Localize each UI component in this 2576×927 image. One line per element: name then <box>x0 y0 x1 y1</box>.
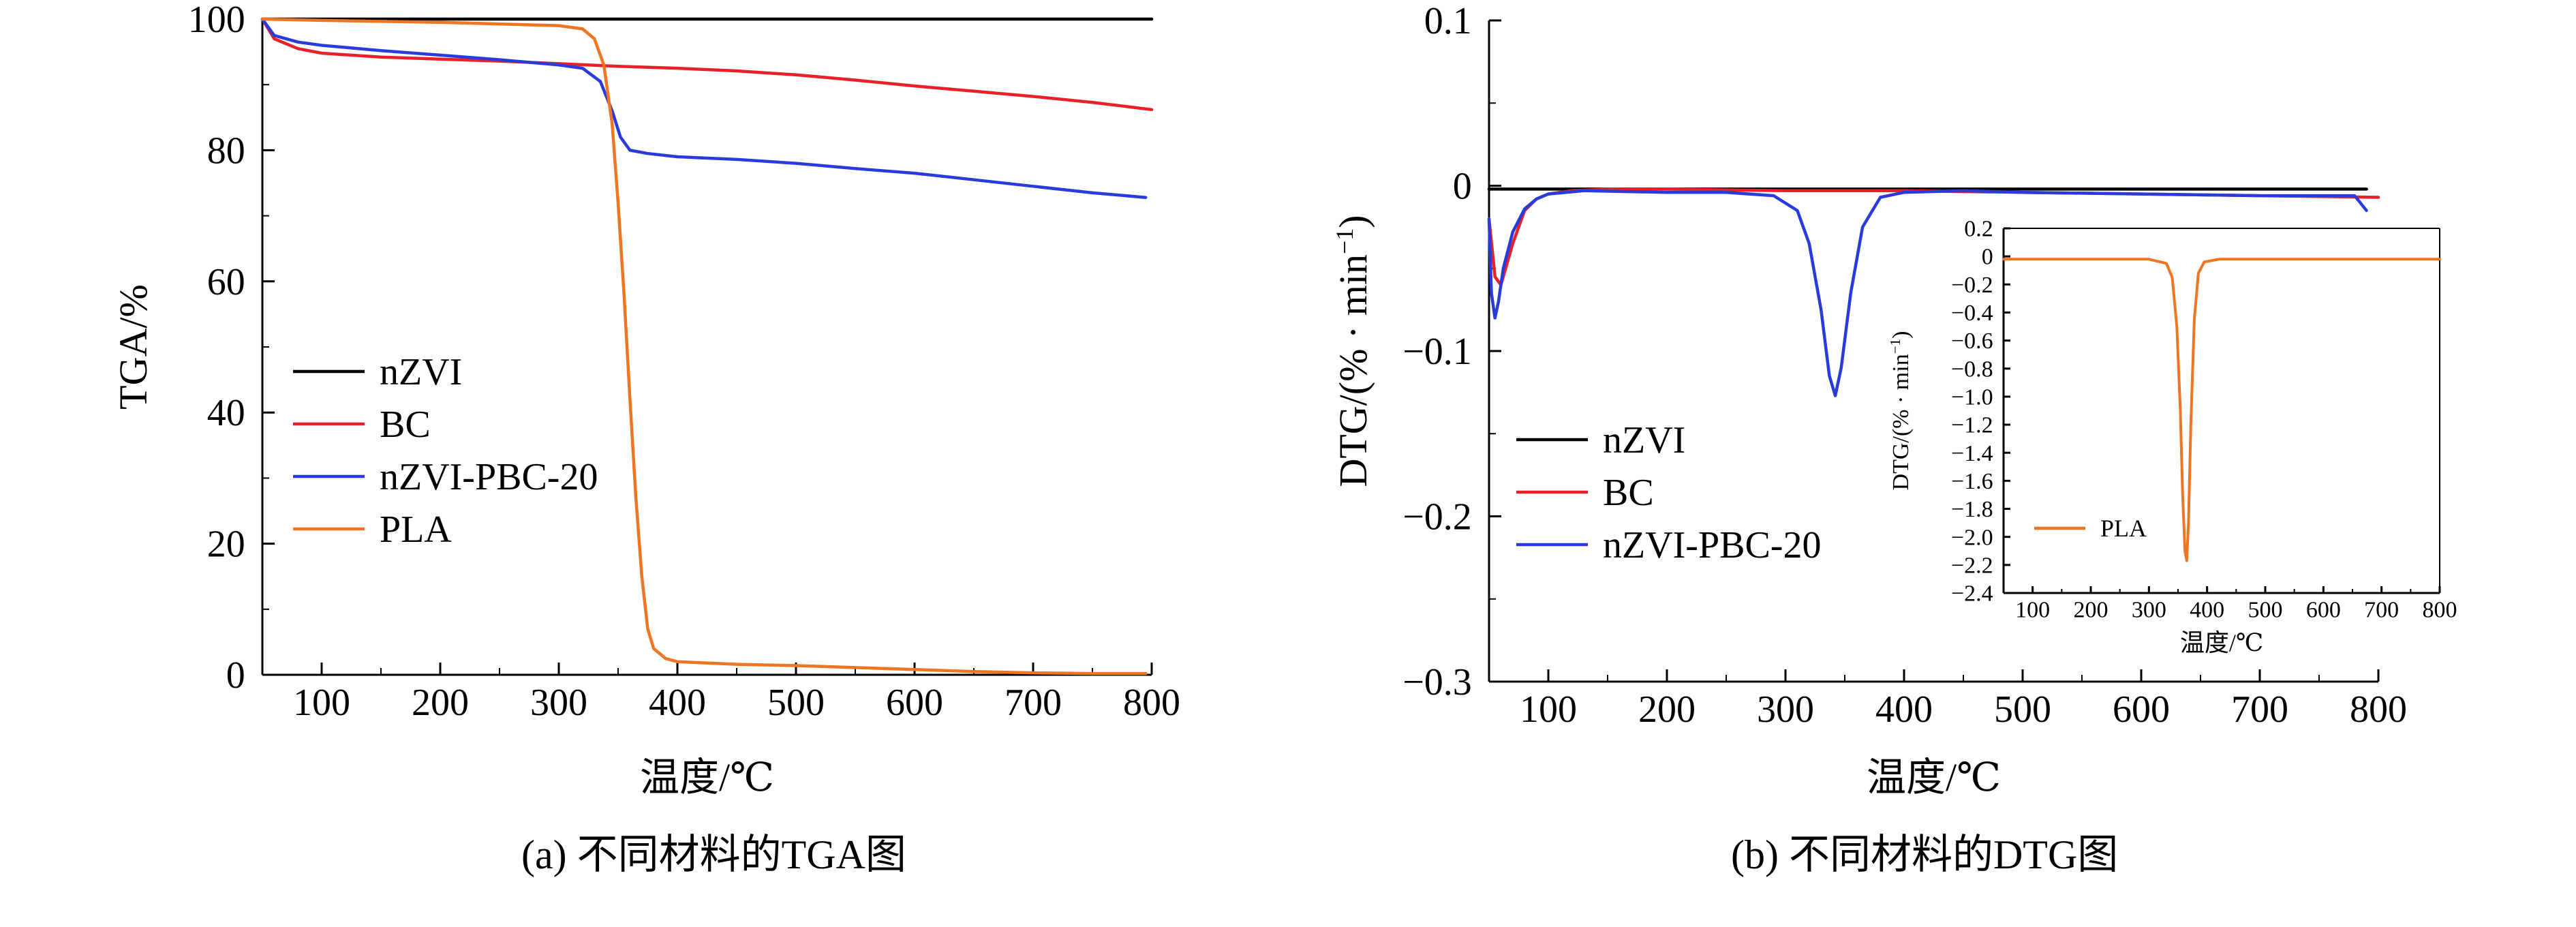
inset-y-tick-label: −2.4 <box>1951 581 1993 607</box>
dtg-legend-label: nZVI-PBC-20 <box>1603 524 1821 566</box>
inset-y-tick-label: −0.8 <box>1951 356 1993 382</box>
caption-dtg: (b) 不同材料的DTG图 <box>1731 832 2119 877</box>
inset-x-tick-label: 400 <box>2190 598 2224 623</box>
tga-y-tick-label: 0 <box>226 654 245 697</box>
tga-x-tick-label: 700 <box>1005 682 1062 724</box>
dtg-y-tick-label: −0.3 <box>1402 661 1472 703</box>
inset-y-axis-label: DTG/(% · min−1) <box>1887 331 1914 491</box>
inset-x-tick-label: 500 <box>2248 598 2283 623</box>
inset-legend-label: PLA <box>2100 515 2147 542</box>
inset-y-tick-label: −2.0 <box>1951 525 1993 550</box>
inset-y-tick-label: −1.8 <box>1951 497 1993 522</box>
inset-y-tick-label: −0.6 <box>1951 329 1993 354</box>
tga-x-tick-label: 800 <box>1123 682 1180 724</box>
dtg-legend: nZVI BC nZVI-PBC-20 <box>1516 419 1821 566</box>
dtg-y-tick-label: 0 <box>1453 166 1472 208</box>
tga-legend: nZVI BC nZVI-PBC-20 PLA <box>293 351 598 551</box>
inset-y-tick-label: −0.2 <box>1951 273 1993 298</box>
tga-y-tick-label: 100 <box>188 0 245 41</box>
inset-x-tick-label: 300 <box>2132 598 2166 623</box>
inset-y-tick-label: −2.2 <box>1951 553 1993 578</box>
dtg-x-tick-label: 600 <box>2113 688 2170 731</box>
dtg-x-tick-label: 300 <box>1757 688 1814 731</box>
tga-x-tick-label: 500 <box>767 682 825 724</box>
tga-legend-label: BC <box>380 404 431 446</box>
inset-x-tick-label: 600 <box>2306 598 2341 623</box>
inset-x-tick-label: 700 <box>2364 598 2399 623</box>
dtg-x-tick-label: 700 <box>2231 688 2288 731</box>
dtg-x-tick-label: 200 <box>1638 688 1696 731</box>
caption-tga: (a) 不同材料的TGA图 <box>521 832 906 877</box>
dtg-x-tick-label: 400 <box>1875 688 1933 731</box>
tga-legend-label: PLA <box>380 508 452 551</box>
dtg-x-tick-label: 100 <box>1520 688 1577 731</box>
dtg-x-tick-label: 500 <box>1994 688 2051 731</box>
tga-x-tick-label: 600 <box>886 682 943 724</box>
tga-series-nzvi-pbc-20 <box>260 17 1148 199</box>
dtg-chart: 100 200 300 400 500 600 700 800 −0.3 −0.2 −0.1 0 0.1… <box>1331 0 2407 800</box>
inset-y-tick-label: 0.2 <box>1964 217 1993 242</box>
tga-y-tick-label: 20 <box>207 523 245 566</box>
inset-y-tick-label: −1.4 <box>1951 441 1993 466</box>
dtg-y-tick-label: −0.1 <box>1402 331 1472 373</box>
inset-series-pla <box>2002 258 2441 562</box>
dtg-legend-label: nZVI <box>1603 419 1685 461</box>
dtg-series-bc <box>1487 187 2380 287</box>
inset-legend: PLA <box>2034 515 2147 542</box>
dtg-y-tick-label: −0.2 <box>1402 496 1472 538</box>
tga-x-tick-label: 300 <box>530 682 587 724</box>
dtg-y-axis-label: DTG/(% · min−1) <box>1331 215 1375 487</box>
tga-y-tick-label: 60 <box>207 261 245 303</box>
inset-y-tick-label: −1.6 <box>1951 469 1993 494</box>
dtg-y-tick-label: 0.1 <box>1424 0 1472 42</box>
tga-legend-label: nZVI <box>380 351 462 393</box>
dtg-x-axis-label: 温度/℃ <box>1867 755 2001 800</box>
tga-y-tick-label: 40 <box>207 392 245 434</box>
tga-y-tick-label: 80 <box>207 130 245 172</box>
tga-x-tick-label: 200 <box>412 682 469 724</box>
inset-y-tick-label: −1.2 <box>1951 413 1993 438</box>
tga-x-tick-label: 400 <box>649 682 706 724</box>
inset-x-tick-label: 100 <box>2015 598 2050 623</box>
tga-series-pla <box>260 17 1148 675</box>
tga-y-axis-label: TGA/% <box>111 284 155 410</box>
tga-x-tick-label: 100 <box>293 682 350 724</box>
inset-y-tick-label: −0.4 <box>1951 301 1993 326</box>
inset-x-tick-label: 200 <box>2074 598 2109 623</box>
inset-chart: 100 200 300 400 500 600 700 800 0.2 0 −0.2 −0.4 −0.6… <box>1887 217 2457 656</box>
dtg-x-tick-label: 800 <box>2350 688 2407 731</box>
tga-legend-label: nZVI-PBC-20 <box>380 456 598 498</box>
tga-series-bc <box>260 17 1154 112</box>
inset-y-tick-label: −1.0 <box>1951 384 1993 410</box>
tga-chart: 100 200 300 400 500 600 700 800 0 20 40 60 80 100 温度/℃… <box>111 0 1180 800</box>
inset-x-tick-label: 800 <box>2423 598 2457 623</box>
inset-x-axis-label: 温度/℃ <box>2180 629 2263 656</box>
tga-x-axis-label: 温度/℃ <box>640 755 774 800</box>
dtg-series-nzvi-pbc-20 <box>1487 189 2368 397</box>
dtg-legend-label: BC <box>1603 472 1654 514</box>
inset-y-tick-label: 0 <box>1982 245 1993 270</box>
